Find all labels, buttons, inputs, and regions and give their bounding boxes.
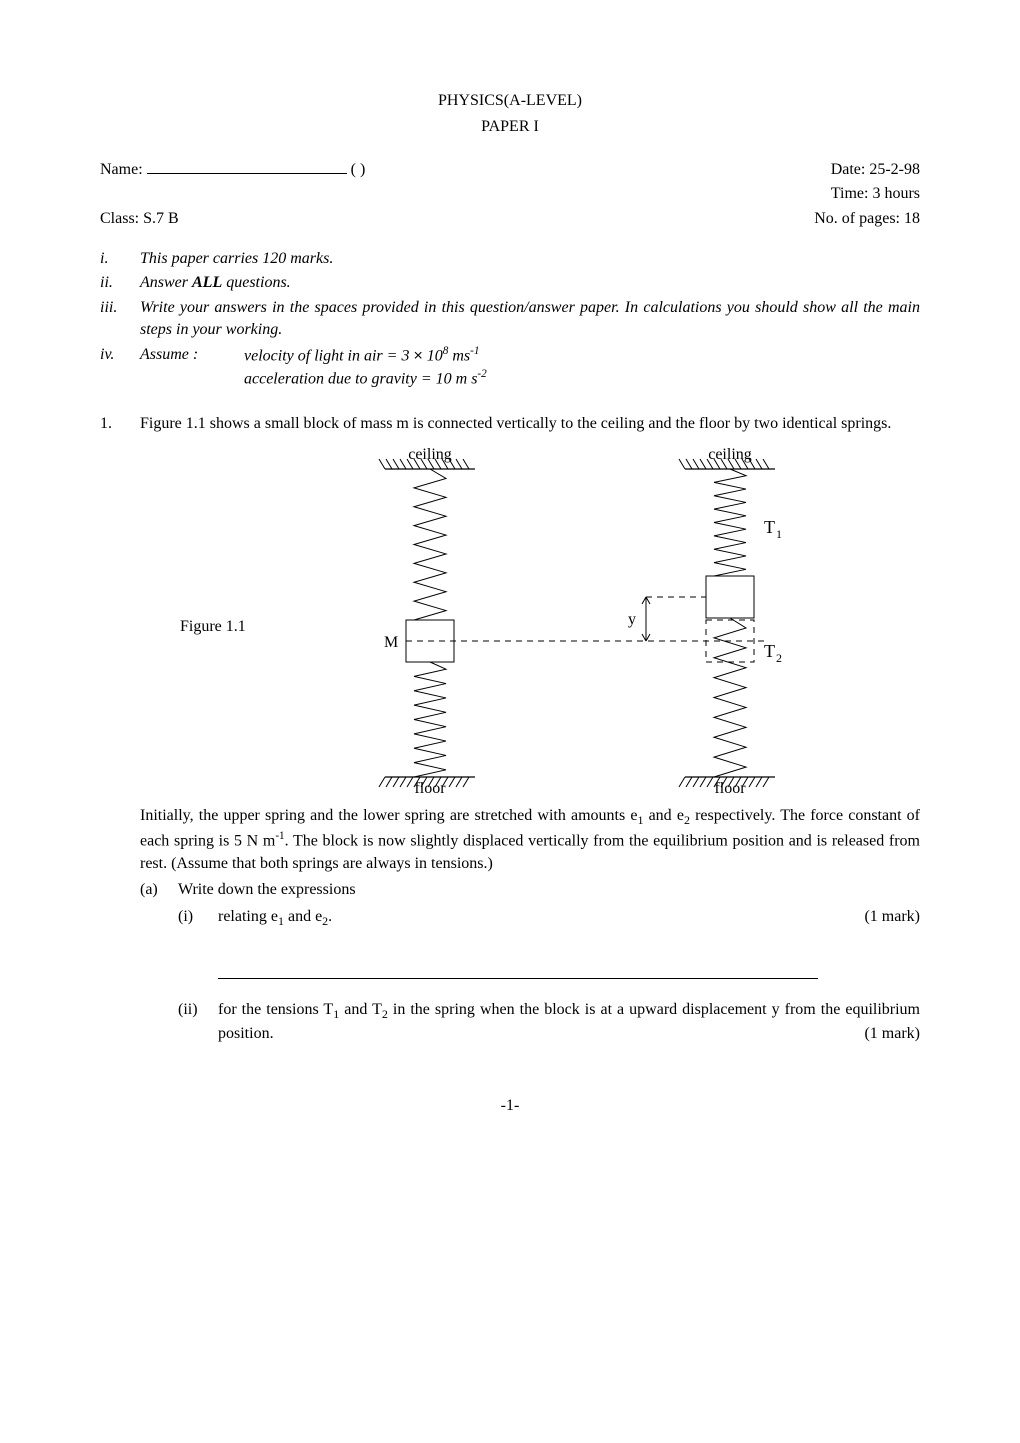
q1a-i-text: relating e1 and e2. (218, 906, 332, 930)
name-blank (147, 173, 347, 174)
pages-label: No. of pages: 18 (814, 208, 920, 230)
inst-iv-body: Assume : velocity of light in air = 3 × … (140, 344, 920, 391)
q1a-i-marks: (1 mark) (864, 906, 920, 930)
figure-1-1: ceilingceilingfloorfloorMyT1T2Figure 1.1 (140, 441, 920, 801)
title-line-1: PHYSICS(A-LEVEL) (100, 90, 920, 112)
svg-text:M: M (384, 634, 398, 651)
svg-text:Figure 1.1: Figure 1.1 (180, 618, 246, 635)
inst-iv-line1: velocity of light in air = 3 × 108 ms-1 (244, 344, 487, 368)
inst-iv-num: iv. (100, 344, 140, 391)
svg-text:T: T (764, 517, 775, 537)
name-label: Name: (100, 161, 143, 178)
inst-iv-line2: acceleration due to gravity = 10 m s-2 (244, 367, 487, 391)
answer-line (218, 960, 818, 979)
inst-iii-text: Write your answers in the spaces provide… (140, 297, 920, 342)
inst-ii-pre: Answer (140, 274, 192, 291)
q1-stem: Figure 1.1 shows a small block of mass m… (140, 413, 920, 435)
svg-text:y: y (628, 611, 636, 628)
class-label: Class: S.7 B (100, 208, 179, 230)
q1a-text: Write down the expressions (178, 879, 920, 901)
q1a-ii-label: (ii) (178, 999, 218, 1045)
q1-number: 1. (100, 413, 140, 1045)
q1a-label: (a) (140, 879, 178, 901)
inst-i-num: i. (100, 248, 140, 270)
name-paren: ( ) (351, 161, 366, 178)
name-field: Name: ( ) (100, 159, 365, 181)
svg-text:floor: floor (414, 780, 446, 797)
svg-text:1: 1 (776, 527, 782, 541)
inst-i-text: This paper carries 120 marks. (140, 248, 920, 270)
title-line-2: PAPER I (100, 116, 920, 138)
inst-ii-text: Answer ALL questions. (140, 272, 920, 294)
svg-text:floor: floor (714, 780, 746, 797)
inst-ii-bold: ALL (192, 274, 222, 291)
inst-ii-post: questions. (222, 274, 290, 291)
q1a-i-label: (i) (178, 906, 218, 930)
date-label: Date: 25-2-98 (831, 159, 920, 181)
svg-text:T: T (764, 641, 775, 661)
page-number: -1- (100, 1095, 920, 1117)
inst-ii-num: ii. (100, 272, 140, 294)
q1a-ii-marks: (1 mark) (864, 1023, 920, 1045)
q1-para2: Initially, the upper spring and the lowe… (140, 805, 920, 875)
svg-text:2: 2 (776, 651, 782, 665)
time-label: Time: 3 hours (831, 183, 920, 205)
inst-iv-lead: Assume : (140, 344, 240, 366)
inst-iii-num: iii. (100, 297, 140, 342)
q1a-ii-text: for the tensions T1 and T2 in the spring… (218, 999, 920, 1045)
